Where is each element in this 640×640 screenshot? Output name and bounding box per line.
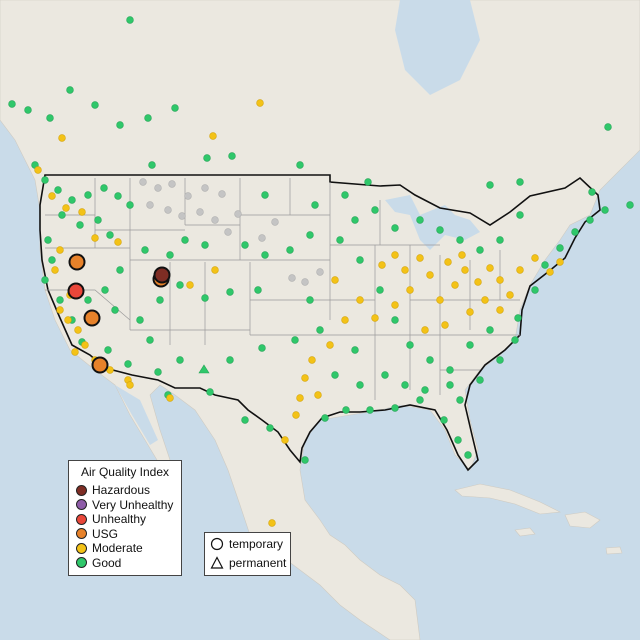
legend-swatch-icon <box>76 542 87 554</box>
hispaniola <box>564 511 601 529</box>
us-border <box>39 174 601 472</box>
hudson-bay <box>395 0 480 95</box>
legend-item-label: Moderate <box>92 541 143 556</box>
permanent-monitor-markers[interactable] <box>198 364 210 374</box>
circle-icon <box>210 537 224 550</box>
legend-item-unhealthy: Unhealthy <box>69 512 181 527</box>
legend-swatch-icon <box>76 528 87 540</box>
legend-swatch-icon <box>76 499 87 511</box>
good-markers[interactable] <box>8 16 634 554</box>
no-data-markers <box>139 178 324 286</box>
legend-permanent: permanent <box>205 554 290 571</box>
cuba <box>454 483 562 515</box>
triangle-icon <box>210 555 224 569</box>
legend-item-hazardous: Hazardous <box>69 483 181 498</box>
great-lakes <box>385 195 480 250</box>
legend-item-usg: USG <box>69 527 181 542</box>
legend-item-label: Good <box>92 555 122 570</box>
puerto-rico <box>605 546 623 555</box>
legend-item-label: Unhealthy <box>92 512 147 527</box>
monitor-type-legend: temporary permanent <box>204 532 291 576</box>
legend-temporary: temporary <box>205 535 290 552</box>
aqi-legend: Air Quality Index Hazardous Very Unhealth… <box>68 460 182 576</box>
hazardous-markers[interactable] <box>153 266 171 284</box>
unhealthy-markers[interactable] <box>67 282 85 300</box>
legend-permanent-label: permanent <box>229 555 287 570</box>
gulf-of-california <box>115 385 158 445</box>
legend-item-label: USG <box>92 526 119 541</box>
legend-title: Air Quality Index <box>80 465 170 479</box>
legend-item-label: Hazardous <box>92 483 151 498</box>
legend-item-moderate: Moderate <box>69 541 181 556</box>
legend-item-good: Good <box>69 556 181 571</box>
legend-swatch-icon <box>76 513 87 525</box>
jamaica <box>514 527 536 537</box>
legend-swatch-icon <box>76 484 87 496</box>
legend-temporary-label: temporary <box>229 536 284 551</box>
moderate-markers[interactable] <box>34 99 564 550</box>
legend-item-very-unhealthy: Very Unhealthy <box>69 498 181 513</box>
legend-swatch-icon <box>76 557 87 569</box>
legend-item-label: Very Unhealthy <box>92 497 174 512</box>
